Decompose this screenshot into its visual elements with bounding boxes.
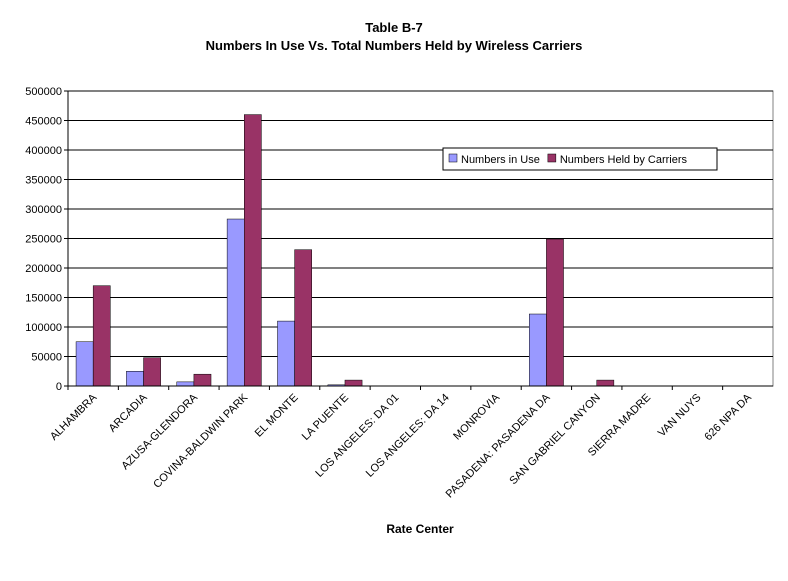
bar [92,285,111,387]
legend-swatch [547,153,557,163]
y-tick-label: 450000 [25,116,62,128]
x-tick-label: EL MONTE [253,392,301,440]
bar [176,381,195,387]
bar [529,313,547,387]
y-tick-label: 0 [56,381,62,393]
chart-title: Table B-7 [365,20,423,35]
y-tick-label: 50000 [31,352,62,364]
bar [344,379,363,387]
x-tick-label: SAN GABRIEL CANYON [507,392,603,488]
x-tick-label: PASADENA: PASADENA DA [444,391,553,500]
y-tick-label: 200000 [25,263,62,275]
bar [546,238,564,387]
bar [226,218,245,387]
bar [244,114,262,387]
bar [143,357,161,387]
x-tick-label: MONROVIA [451,391,502,442]
legend-box [442,147,718,171]
x-tick-label: LA PUENTE [300,392,351,443]
y-tick-label: 150000 [25,293,62,305]
y-tick-label: 500000 [25,86,62,98]
bar [294,249,312,387]
x-tick-label: ARCADIA [107,391,151,435]
x-tick-label: LOS ANGELES: DA 14 [364,392,452,480]
chart-subtitle: Numbers In Use Vs. Total Numbers Held by… [206,38,583,53]
x-tick-label: 626 NPA DA [702,391,754,443]
y-tick-label: 350000 [25,175,62,187]
x-tick-label: COVINA-BALDWIN PARK [151,391,251,491]
legend-label: Numbers Held by Carriers [560,154,688,166]
x-axis-title: Rate Center [386,522,454,536]
y-tick-label: 300000 [25,204,62,216]
bar [75,341,94,387]
x-tick-label: ALHAMBRA [48,391,100,443]
x-tick-label: LOS ANGELES: DA 01 [313,392,401,480]
y-tick-label: 250000 [25,234,62,246]
legend-swatch [448,153,458,163]
bar [277,320,295,387]
bar [596,379,615,387]
legend-label: Numbers in Use [461,154,540,166]
y-tick-label: 100000 [25,322,62,334]
bar [126,371,144,387]
bar [193,373,212,387]
x-tick-label: VAN NUYS [656,392,704,440]
y-tick-label: 400000 [25,145,62,157]
